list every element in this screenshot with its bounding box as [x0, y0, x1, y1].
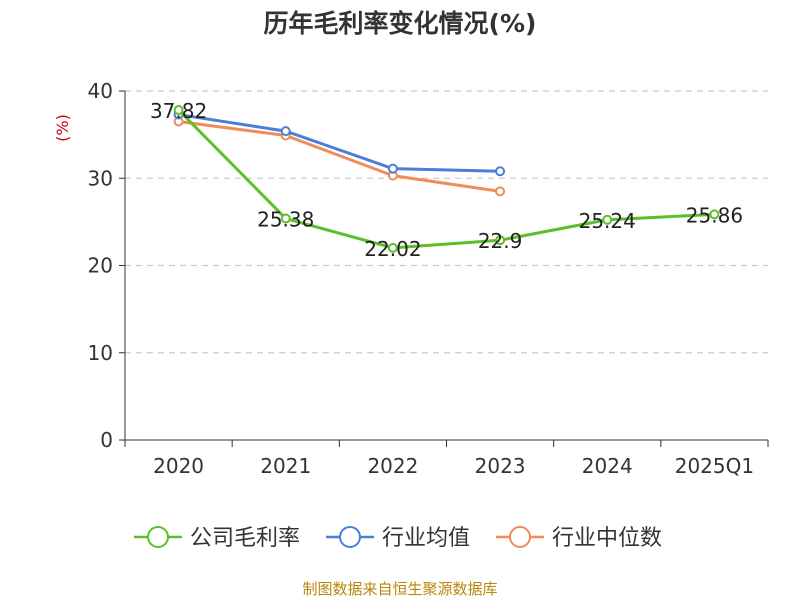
x-tick-label: 2025Q1: [675, 454, 754, 478]
legend-label: 行业中位数: [552, 526, 662, 551]
y-tick-label: 0: [100, 428, 113, 452]
data-point: [173, 105, 184, 116]
series-group: [173, 105, 720, 253]
chart-title: 历年毛利率变化情况(%): [263, 9, 537, 38]
legend-marker: [339, 526, 361, 548]
data-point: [709, 209, 720, 220]
data-point: [387, 242, 398, 253]
x-tick-label: 2024: [582, 454, 633, 478]
y-tick-label: 30: [88, 166, 113, 190]
legend-label: 公司毛利率: [190, 526, 300, 551]
data-point: [387, 163, 398, 174]
legend-marker: [147, 526, 169, 548]
data-label: 25.86: [686, 203, 743, 227]
data-label: 22.02: [364, 237, 421, 261]
data-label: 25.38: [257, 208, 314, 232]
legend-marker: [509, 526, 531, 548]
series-line: [177, 108, 715, 250]
y-tick-label: 40: [88, 79, 113, 103]
data-labels: 37.82 25.38 22.02 22.9 25.24 25.86: [150, 99, 743, 261]
grid-lines: [125, 90, 768, 354]
y-tick-label: 10: [88, 341, 113, 365]
data-point: [602, 214, 613, 225]
x-tick-label: 2020: [153, 454, 204, 478]
x-tick-label: 2023: [475, 454, 526, 478]
series-line: [178, 113, 501, 173]
data-point: [280, 126, 291, 137]
data-point: [495, 235, 506, 246]
data-label: 25.24: [579, 209, 636, 233]
axes: 0 10 20 30 40 2020 2021 2022 2023 2024 2025Q1: [88, 79, 769, 478]
data-point: [495, 186, 506, 197]
data-label: 22.9: [478, 229, 523, 253]
data-label: 37.82: [150, 99, 207, 123]
y-axis-label: (%): [53, 114, 72, 142]
source-note: 制图数据来自恒生聚源数据库: [302, 580, 498, 598]
data-point: [280, 213, 291, 224]
x-tick-label: 2021: [260, 454, 311, 478]
x-tick-label: 2022: [367, 454, 418, 478]
data-point: [495, 166, 506, 177]
series-line: [178, 120, 501, 193]
legend-label: 行业均值: [382, 526, 470, 551]
y-tick-label: 20: [88, 254, 113, 278]
legend: 公司毛利率 行业均值 行业中位数: [134, 526, 662, 551]
